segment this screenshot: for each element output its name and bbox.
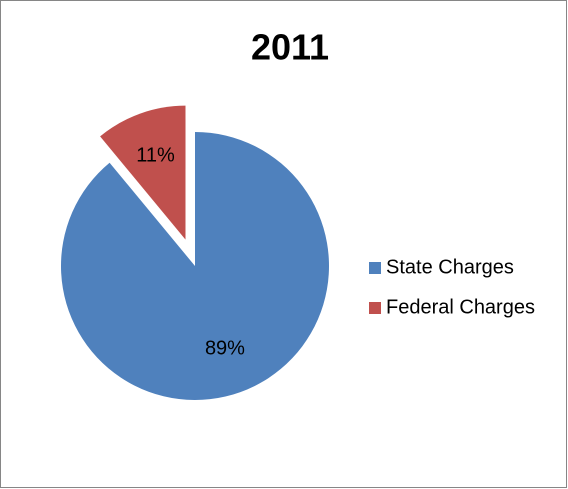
data-label: 11%: [136, 145, 175, 167]
data-label: 89%: [205, 337, 245, 359]
legend-label: Federal Charges: [386, 296, 535, 318]
pie-slice: [100, 105, 186, 240]
legend-swatch: [369, 262, 381, 274]
pie-slice: [60, 132, 330, 401]
legend-swatch: [369, 302, 381, 314]
chart-title: 2011: [251, 27, 329, 68]
legend-label: State Charges: [386, 256, 514, 278]
